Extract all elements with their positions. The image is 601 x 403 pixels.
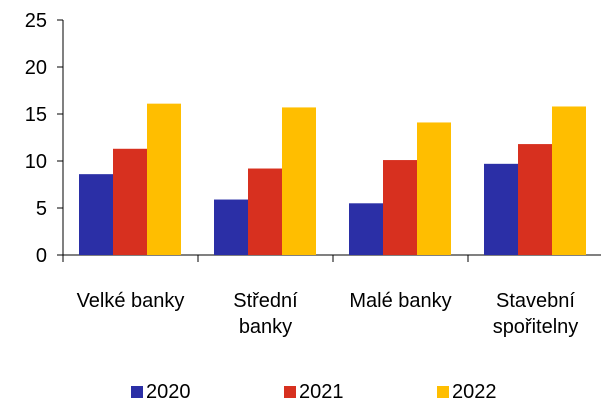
- bar-2021-1: [248, 168, 282, 255]
- category-label-line: spořitelny: [493, 316, 579, 338]
- category-label: Stavební spořitelny: [493, 290, 579, 338]
- y-tick-label: 0: [36, 245, 47, 267]
- category-label-line: Střední: [233, 290, 298, 312]
- bars: [79, 103, 586, 256]
- category-label: Malé banky: [349, 290, 451, 312]
- bar-2020-1: [214, 199, 248, 255]
- bar-2021-2: [383, 160, 417, 255]
- legend-swatch-2020: [131, 386, 143, 398]
- legend-swatch-2021: [284, 386, 296, 398]
- bar-2022-0: [147, 103, 181, 255]
- bar-2020-3: [484, 163, 518, 255]
- legend-label: 2020: [146, 381, 191, 403]
- category-labels: Velké banky Střední banky Malé banky Stavebn…: [77, 290, 579, 338]
- legend-label: 2022: [452, 381, 497, 403]
- category-label-line: Malé banky: [349, 290, 451, 312]
- category-label: Velké banky: [77, 290, 185, 312]
- legend-label: 2021: [299, 381, 344, 403]
- legend: 2020 2021 2022: [131, 381, 497, 403]
- bar-2021-3: [518, 144, 552, 255]
- bar-2020-0: [79, 174, 113, 255]
- y-axis: 0 5 10 15 20 25: [25, 10, 64, 267]
- category-label: Střední banky: [233, 290, 298, 338]
- y-tick-label: 5: [36, 198, 47, 220]
- bar-2022-3: [552, 106, 586, 255]
- bar-2022-2: [417, 122, 451, 256]
- y-tick-label: 25: [25, 10, 47, 32]
- y-tick-label: 15: [25, 104, 47, 126]
- y-tick-label: 10: [25, 151, 47, 173]
- category-label-line: Stavební: [496, 290, 575, 312]
- category-label-line: Velké banky: [77, 290, 185, 312]
- bar-2021-0: [113, 148, 147, 255]
- y-tick-label: 20: [25, 57, 47, 79]
- bar-2022-1: [282, 107, 316, 255]
- legend-swatch-2022: [437, 386, 449, 398]
- x-axis: [62, 254, 601, 262]
- bar-2020-2: [349, 203, 383, 255]
- category-label-line: banky: [239, 316, 292, 338]
